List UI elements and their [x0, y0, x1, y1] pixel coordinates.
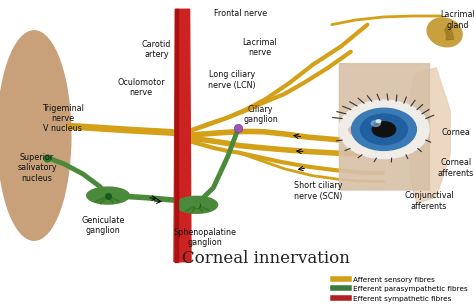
- Ellipse shape: [0, 31, 71, 240]
- Legend: Afferent sensory fibres, Efferent parasympathetic fibres, Efferent sympathetic f: Afferent sensory fibres, Efferent parasy…: [330, 274, 470, 304]
- Ellipse shape: [7, 160, 50, 209]
- Circle shape: [372, 122, 396, 137]
- Text: Cornea: Cornea: [442, 128, 470, 137]
- Polygon shape: [175, 9, 178, 262]
- Circle shape: [376, 120, 381, 123]
- Text: Superior
salivatory
nucleus: Superior salivatory nucleus: [17, 153, 57, 183]
- Text: Corneal
afferents: Corneal afferents: [438, 158, 474, 177]
- Text: Corneal innervation: Corneal innervation: [182, 250, 349, 267]
- Ellipse shape: [0, 111, 40, 160]
- Text: Frontal nerve: Frontal nerve: [214, 9, 267, 18]
- Circle shape: [352, 108, 416, 150]
- Text: Sphenopalatine
ganglion: Sphenopalatine ganglion: [173, 228, 236, 247]
- Text: Short ciliary
nerve (SCN): Short ciliary nerve (SCN): [294, 181, 343, 201]
- Text: Conjunctival
afferents: Conjunctival afferents: [404, 191, 454, 210]
- Ellipse shape: [87, 187, 129, 204]
- Text: Lacrimal
gland: Lacrimal gland: [440, 10, 474, 30]
- Text: Trigeminal
nerve
V nucleus: Trigeminal nerve V nucleus: [42, 104, 83, 133]
- Text: Ciliary
ganglion: Ciliary ganglion: [243, 105, 278, 124]
- Text: Oculomotor
nerve: Oculomotor nerve: [118, 78, 165, 97]
- Ellipse shape: [427, 18, 462, 47]
- Ellipse shape: [6, 59, 53, 114]
- Ellipse shape: [176, 197, 218, 213]
- Circle shape: [371, 120, 380, 126]
- Circle shape: [361, 114, 407, 144]
- Polygon shape: [348, 120, 365, 139]
- Polygon shape: [410, 68, 450, 203]
- Text: Geniculate
ganglion: Geniculate ganglion: [82, 216, 125, 235]
- Text: Lacrimal
nerve: Lacrimal nerve: [242, 38, 277, 57]
- Text: Carotid
artery: Carotid artery: [142, 40, 171, 59]
- Circle shape: [339, 100, 429, 159]
- Text: Long ciliary
nerve (LCN): Long ciliary nerve (LCN): [209, 71, 256, 90]
- Ellipse shape: [9, 95, 66, 163]
- Polygon shape: [174, 9, 191, 262]
